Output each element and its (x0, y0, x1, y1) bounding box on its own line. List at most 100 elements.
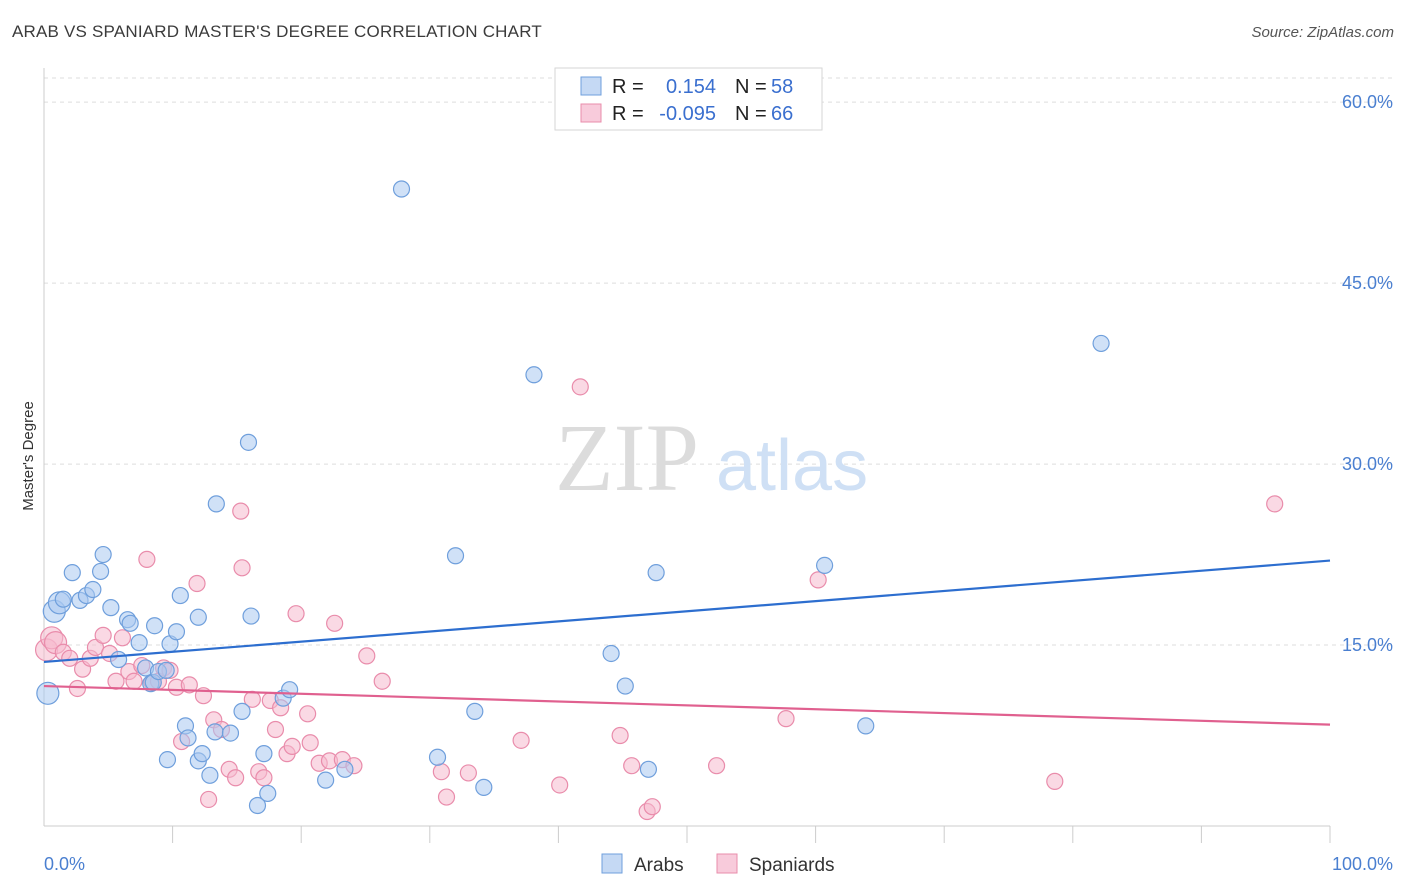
arabs-trend-line (43, 559, 1331, 664)
spaniards-r-value: -0.095 (659, 103, 716, 125)
arabs-point (259, 784, 277, 803)
stats-legend: R = 0.154 N = 58 R = -0.095 N = 66 (554, 67, 823, 131)
spaniards-point (432, 763, 450, 781)
trend-lines (43, 559, 1331, 726)
arabs-point (248, 796, 267, 815)
arabs-point (193, 745, 211, 763)
arabs-series-swatch (601, 853, 623, 874)
arabs-point (206, 723, 224, 741)
spaniards-legend-swatch (580, 103, 602, 123)
arabs-point (207, 495, 225, 513)
arabs-point (91, 562, 110, 581)
spaniards-point (623, 757, 641, 775)
arabs-n-label: N = (735, 76, 767, 98)
series-legend: Arabs Spaniards (601, 853, 835, 876)
y-tick-label: 45.0% (1342, 273, 1393, 293)
arabs-point (233, 702, 251, 720)
arabs-point (392, 180, 411, 198)
arabs-point (167, 623, 186, 641)
watermark-atlas: atlas (716, 426, 868, 506)
arabs-point (475, 778, 493, 796)
arabs-point (242, 607, 260, 625)
spaniards-point (113, 629, 132, 647)
arabs-point (428, 748, 447, 766)
spaniards-point (512, 731, 530, 749)
arabs-point (201, 766, 219, 784)
arabs-point (63, 564, 81, 582)
arabs-point (36, 681, 60, 705)
spaniards-point (571, 378, 589, 396)
arabs-point (857, 717, 875, 735)
spaniards-point (707, 757, 726, 775)
spaniards-point (138, 550, 156, 568)
spaniards-point (1046, 772, 1064, 790)
grid-lines (44, 77, 1392, 646)
spaniards-point (283, 737, 301, 755)
spaniards-point (200, 790, 218, 809)
watermark-zip: ZIP (555, 404, 699, 511)
spaniards-n-label: N = (735, 103, 767, 125)
arabs-point (336, 760, 354, 778)
spaniards-point (61, 649, 79, 667)
arabs-point (179, 729, 197, 747)
arabs-point (84, 580, 102, 599)
spaniards-r-label: R = (612, 103, 644, 125)
arabs-point (525, 366, 543, 384)
arabs-point (446, 547, 465, 565)
arabs-point (1092, 334, 1110, 353)
arabs-legend-swatch (580, 76, 602, 96)
watermark: ZIP atlas (555, 404, 868, 511)
spaniards-series-label: Spaniards (749, 855, 835, 876)
y-tick-label: 15.0% (1342, 635, 1393, 655)
spaniards-point (287, 605, 305, 623)
arabs-point (221, 724, 240, 742)
arabs-point (639, 760, 658, 778)
spaniards-point (459, 764, 477, 782)
x-tick-labels: 0.0% 100.0% (44, 854, 1393, 874)
arabs-point (54, 590, 72, 608)
spaniards-point (1266, 495, 1284, 513)
spaniards-point (437, 788, 456, 806)
spaniards-series-swatch (716, 853, 738, 874)
arabs-point (94, 545, 112, 564)
arabs-n-value: 58 (771, 76, 793, 98)
arabs-point (239, 433, 258, 451)
x-tick-label: 0.0% (44, 854, 85, 874)
spaniards-point (180, 676, 198, 694)
spaniards-point (233, 559, 251, 577)
spaniards-point (266, 720, 285, 739)
arabs-point (281, 681, 299, 699)
spaniards-point (777, 710, 795, 728)
spaniards-point (551, 776, 569, 794)
arabs-point (157, 661, 175, 679)
arabs-point (121, 614, 139, 632)
arabs-r-value: 0.154 (666, 76, 716, 98)
spaniards-trend-line (43, 684, 1331, 726)
arabs-point (102, 599, 120, 617)
x-tick-label: 100.0% (1332, 854, 1393, 874)
arabs-point (466, 702, 484, 720)
spaniards-point (227, 769, 245, 787)
arabs-point (189, 608, 207, 626)
chart-title: ARAB VS SPANIARD MASTER'S DEGREE CORRELA… (12, 22, 542, 41)
spaniards-point (86, 638, 105, 657)
y-tick-label: 30.0% (1342, 454, 1393, 474)
arabs-point (647, 564, 665, 582)
arabs-point (109, 650, 128, 669)
spaniards-point (373, 672, 391, 690)
y-tick-label: 60.0% (1342, 92, 1393, 112)
arabs-series-label: Arabs (634, 855, 684, 876)
spaniards-n-value: 66 (771, 103, 793, 125)
spaniards-point (643, 798, 661, 816)
arabs-point (602, 644, 620, 663)
spaniards-point (68, 679, 87, 698)
source-label: Source: ZipAtlas.com (1251, 24, 1394, 41)
arabs-point (158, 751, 177, 769)
y-tick-labels: 15.0% 30.0% 45.0% 60.0% (1342, 92, 1393, 655)
spaniards-point (358, 647, 376, 665)
spaniards-point (188, 574, 206, 593)
arabs-point (816, 556, 834, 575)
spaniards-point (809, 571, 827, 589)
y-axis-label: Master's Degree (20, 401, 37, 511)
